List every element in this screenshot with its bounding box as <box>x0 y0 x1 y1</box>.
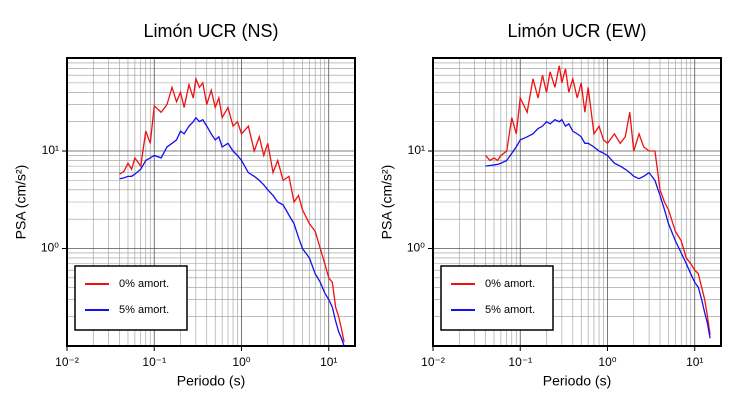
x-tick-label: 10⁻² <box>55 355 79 369</box>
chart-title: Limón UCR (NS) <box>143 21 278 41</box>
y-tick-label: 10¹ <box>408 143 425 157</box>
chart-title: Limón UCR (EW) <box>507 21 646 41</box>
legend-label: 5% amort. <box>119 304 169 316</box>
series-line <box>119 76 345 343</box>
series-line <box>119 116 345 347</box>
legend-label: 5% amort. <box>485 304 535 316</box>
x-tick-label: 10¹ <box>320 355 337 369</box>
series-line <box>485 65 711 335</box>
x-tick-label: 10⁰ <box>598 355 616 369</box>
legend-box <box>440 265 554 331</box>
legend-box <box>74 265 188 331</box>
y-axis-label: PSA (cm/s²) <box>379 165 395 240</box>
x-tick-label: 10⁰ <box>232 355 250 369</box>
x-tick-label: 10¹ <box>686 355 703 369</box>
legend-label: 0% amort. <box>119 278 169 290</box>
plot-frame <box>432 57 722 347</box>
x-axis-label: Periodo (s) <box>543 373 611 389</box>
y-axis-label: PSA (cm/s²) <box>13 165 29 240</box>
subplot: 10⁻² 10⁻¹ 10⁰ 10¹ 10⁰ 10¹ Limón UCR (EW) Period… <box>379 21 722 389</box>
x-axis-label: Periodo (s) <box>177 373 245 389</box>
series-line <box>485 118 711 339</box>
x-tick-label: 10⁻¹ <box>508 355 532 369</box>
y-tick-label: 10⁰ <box>41 241 59 255</box>
plot-frame <box>66 57 356 347</box>
subplot: 10⁻² 10⁻¹ 10⁰ 10¹ 10⁰ 10¹ Limón UCR (NS) Period… <box>13 21 356 389</box>
x-tick-label: 10⁻² <box>421 355 445 369</box>
legend-label: 0% amort. <box>485 278 535 290</box>
y-tick-label: 10⁰ <box>407 241 425 255</box>
y-tick-label: 10¹ <box>42 143 59 157</box>
x-tick-label: 10⁻¹ <box>142 355 166 369</box>
